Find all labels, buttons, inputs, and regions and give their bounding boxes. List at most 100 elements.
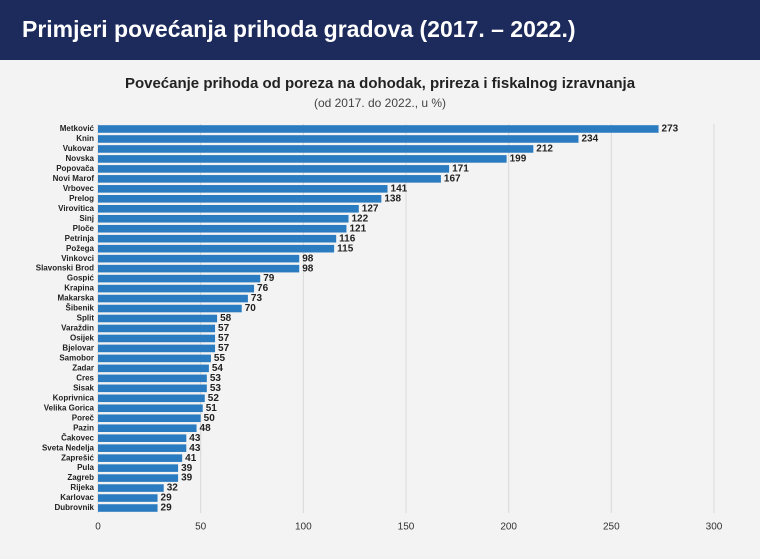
y-tick-label: Sinj xyxy=(79,214,94,223)
value-label: 39 xyxy=(181,473,193,484)
y-tick-label: Zadar xyxy=(72,363,94,372)
y-tick-label: Pula xyxy=(77,463,94,472)
value-label: 212 xyxy=(536,144,553,155)
y-tick-label: Varaždin xyxy=(61,324,94,333)
x-tick-label: 300 xyxy=(706,522,723,533)
value-label: 54 xyxy=(212,363,224,374)
bar xyxy=(98,394,205,403)
value-label: 29 xyxy=(161,503,173,514)
value-label: 171 xyxy=(452,164,469,175)
value-label: 52 xyxy=(208,393,220,404)
y-tick-label: Knin xyxy=(76,134,94,143)
bar xyxy=(98,185,388,193)
bar xyxy=(98,384,207,393)
value-label: 43 xyxy=(189,433,201,444)
bar xyxy=(98,195,382,203)
y-tick-label: Novska xyxy=(66,154,95,163)
value-label: 70 xyxy=(245,303,257,314)
bar xyxy=(98,434,187,442)
y-tick-label: Vinkovci xyxy=(61,254,94,263)
x-tick-label: 0 xyxy=(95,522,101,533)
y-tick-label: Karlovac xyxy=(60,493,94,502)
value-label: 50 xyxy=(204,413,216,424)
bar xyxy=(98,234,337,243)
value-label: 273 xyxy=(662,124,679,135)
y-tick-label: Samobor xyxy=(59,354,94,363)
y-tick-label: Krapina xyxy=(64,284,94,293)
value-label: 39 xyxy=(181,463,193,474)
value-label: 53 xyxy=(210,373,222,384)
y-tick-label: Makarska xyxy=(58,294,95,303)
y-tick-label: Pazin xyxy=(73,423,94,432)
y-tick-label: Čakovec xyxy=(61,433,94,442)
y-tick-label: Split xyxy=(77,314,95,323)
value-label: 167 xyxy=(444,173,461,184)
bar xyxy=(98,224,347,233)
y-tick-label: Požega xyxy=(66,244,95,253)
value-label: 115 xyxy=(337,243,354,254)
value-label: 57 xyxy=(218,323,230,334)
value-label: 58 xyxy=(220,313,232,324)
y-tick-label: Dubrovnik xyxy=(54,503,94,512)
value-label: 127 xyxy=(362,203,379,214)
y-tick-label: Zaprešić xyxy=(61,453,94,462)
value-label: 57 xyxy=(218,333,230,344)
value-label: 73 xyxy=(251,293,263,304)
y-tick-label: Gospić xyxy=(67,274,95,283)
y-tick-label: Ploče xyxy=(73,224,95,233)
value-label: 98 xyxy=(302,263,314,274)
bar xyxy=(98,324,216,333)
value-label: 116 xyxy=(339,233,356,244)
y-tick-label: Velika Gorica xyxy=(44,403,95,412)
bar xyxy=(98,125,659,133)
value-label: 79 xyxy=(263,273,275,284)
y-tick-label: Virovitica xyxy=(58,204,94,213)
value-label: 98 xyxy=(302,253,314,264)
value-label: 121 xyxy=(349,223,366,234)
bar xyxy=(98,504,158,512)
bar xyxy=(98,264,300,273)
bar xyxy=(98,444,187,452)
y-tick-label: Koprivnica xyxy=(53,393,95,402)
bar xyxy=(98,214,349,223)
y-tick-label: Osijek xyxy=(70,334,95,343)
x-tick-label: 100 xyxy=(295,522,312,533)
value-label: 234 xyxy=(581,134,598,145)
value-label: 141 xyxy=(391,183,408,194)
bar xyxy=(98,254,300,263)
value-label: 53 xyxy=(210,383,222,394)
value-label: 76 xyxy=(257,283,269,294)
value-label: 55 xyxy=(214,353,226,364)
value-label: 48 xyxy=(200,423,212,434)
y-tick-label: Metković xyxy=(60,124,95,133)
y-tick-label: Sisak xyxy=(73,383,94,392)
y-tick-label: Sveta Nedelja xyxy=(42,443,95,452)
chart-subtitle: (od 2017. do 2022., u %) xyxy=(314,96,446,110)
y-tick-label: Cres xyxy=(76,373,94,382)
value-label: 51 xyxy=(206,403,218,414)
y-tick-label: Novi Marof xyxy=(53,174,95,183)
y-tick-label: Rijeka xyxy=(70,483,94,492)
bar xyxy=(98,484,164,492)
y-tick-label: Petrinja xyxy=(65,234,95,243)
bar xyxy=(98,344,216,353)
y-tick-label: Popovača xyxy=(56,164,94,173)
bar xyxy=(98,304,242,313)
y-tick-label: Poreč xyxy=(72,413,95,422)
bar xyxy=(98,354,211,363)
bar xyxy=(98,294,248,303)
x-tick-label: 50 xyxy=(195,522,207,533)
y-tick-label: Bjelovar xyxy=(62,344,94,353)
bar xyxy=(98,334,216,343)
chart-title: Povećanje prihoda od poreza na dohodak, … xyxy=(125,75,636,92)
value-label: 43 xyxy=(189,443,201,454)
value-label: 122 xyxy=(352,213,369,224)
bar xyxy=(98,175,441,183)
x-tick-label: 200 xyxy=(500,522,517,533)
bar xyxy=(98,274,261,283)
bar xyxy=(98,364,209,373)
y-tick-label: Prelog xyxy=(69,194,94,203)
bar xyxy=(98,155,507,163)
bar xyxy=(98,474,179,482)
